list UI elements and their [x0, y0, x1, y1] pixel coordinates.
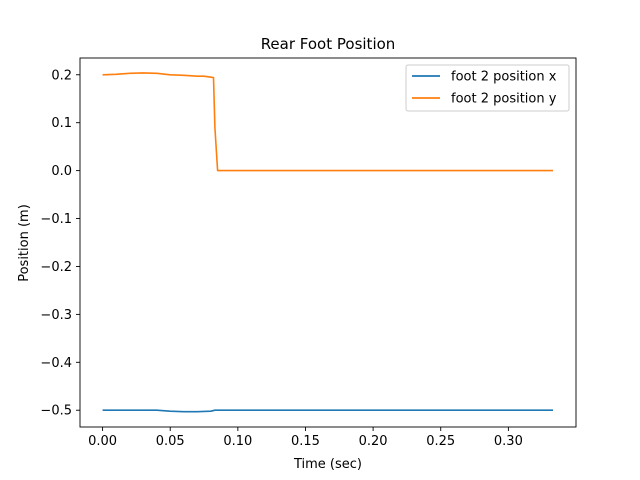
y-tick-label: 0.1: [51, 116, 72, 131]
y-tick-label: −0.2: [40, 260, 72, 275]
legend-box: [405, 64, 570, 112]
x-tick-label: 0.20: [359, 434, 388, 449]
legend-label-2: foot 2 position y: [451, 92, 557, 107]
x-tick-label: 0.10: [223, 434, 252, 449]
y-tick-label: −0.3: [40, 308, 72, 323]
legend-label-1: foot 2 position x: [451, 70, 557, 85]
y-axis-label: Position (m): [17, 204, 32, 282]
plot-area: 0.00 0.05 0.10 0.15 0.20 0.25 0.30 0.2 0.1 0.0 −0.…: [40, 57, 577, 449]
x-tick-label: 0.30: [494, 434, 523, 449]
x-tick-label: 0.05: [156, 434, 185, 449]
y-tick-label: −0.1: [40, 212, 72, 227]
legend: foot 2 position x foot 2 position y: [405, 64, 570, 112]
axes-frame: [79, 57, 577, 428]
y-tick-label: −0.4: [40, 356, 72, 371]
series-line-1: [102, 409, 553, 413]
x-tick-label: 0.25: [426, 434, 455, 449]
y-tick-label: 0.0: [51, 164, 72, 179]
y-tick-label: 0.2: [51, 68, 72, 83]
x-tick-label: 0.15: [291, 434, 320, 449]
chart-title: Rear Foot Position: [261, 35, 396, 53]
series-line-2: [102, 72, 553, 172]
y-tick-label: −0.5: [40, 404, 72, 419]
x-tick-label: 0.00: [88, 434, 117, 449]
x-axis-label: Time (sec): [293, 457, 362, 472]
